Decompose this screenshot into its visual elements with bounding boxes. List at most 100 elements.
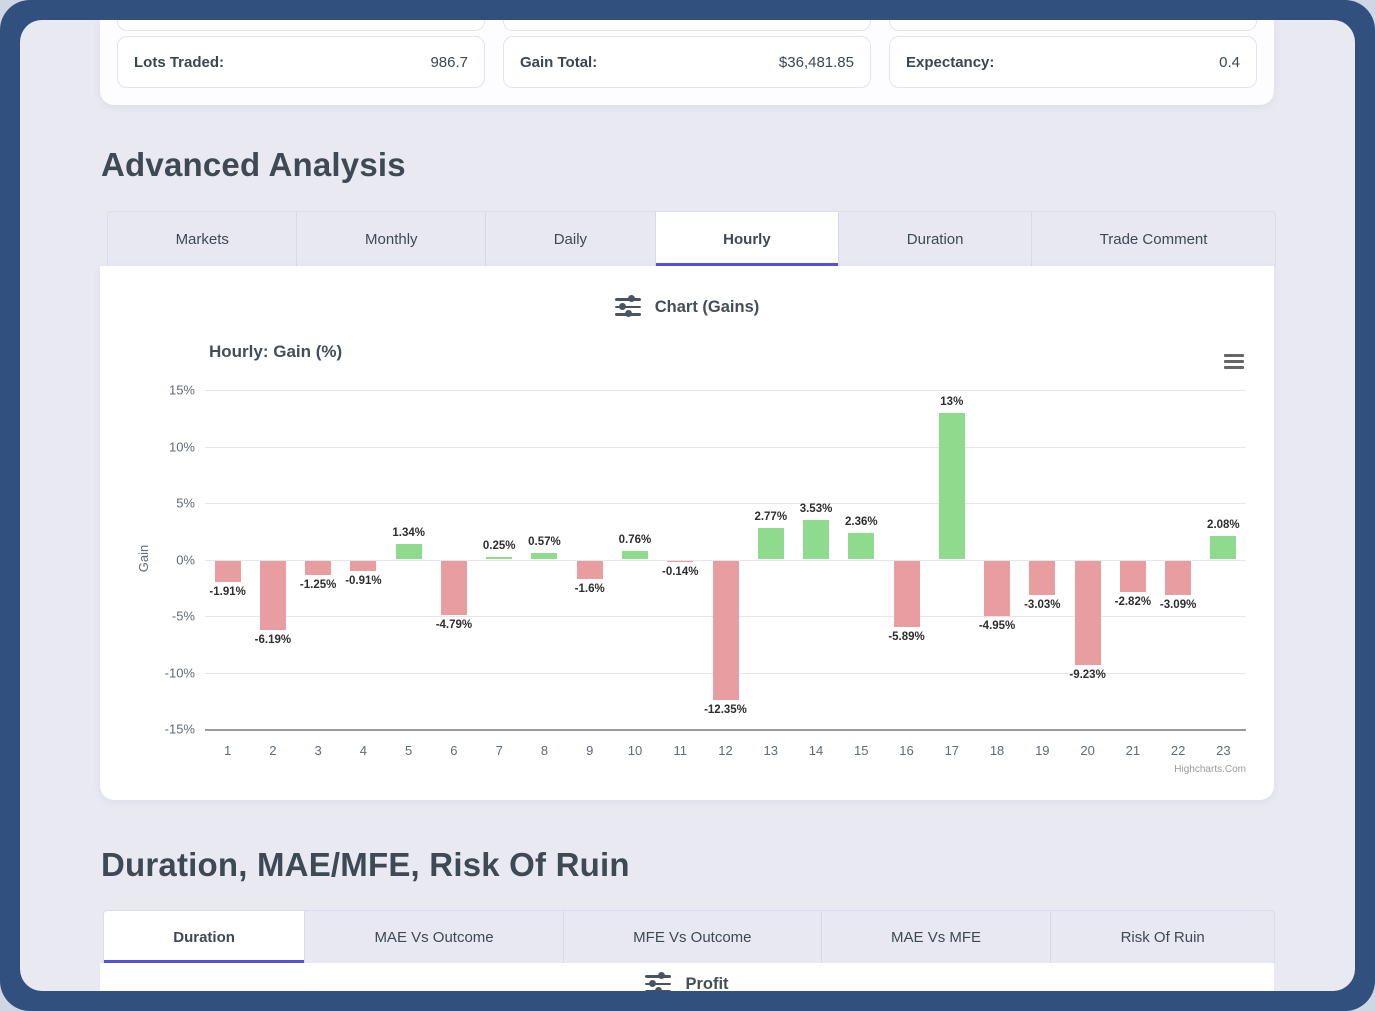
stat-card-label: Expectancy: bbox=[906, 53, 995, 71]
active-tab-underline bbox=[104, 960, 305, 964]
gridline bbox=[205, 503, 1246, 504]
stats-panel: Lots Traded: 986.7 Gain Total: $36,481.85 Ex… bbox=[100, 20, 1274, 105]
x-axis-tick: 13 bbox=[763, 743, 778, 758]
bar-hour-15 bbox=[848, 532, 875, 560]
x-axis-tick: 11 bbox=[673, 743, 687, 758]
x-axis-tick: 8 bbox=[540, 743, 549, 758]
tab-label: MAE Vs Outcome bbox=[374, 929, 494, 946]
bar-hour-18 bbox=[984, 560, 1011, 617]
bar-hour-6 bbox=[440, 560, 467, 615]
bar-value-label: -1.6% bbox=[574, 582, 605, 595]
tab-risk-of-ruin[interactable]: Risk Of Ruin bbox=[1051, 911, 1274, 964]
bar-value-label: -1.91% bbox=[209, 586, 246, 599]
chart-gains-header: Chart (Gains) bbox=[100, 295, 1274, 318]
tab-duration[interactable]: Duration bbox=[104, 911, 306, 964]
page-background: Lots Traded: 986.7 Gain Total: $36,481.85 Ex… bbox=[20, 20, 1355, 991]
bar-value-label: -4.79% bbox=[435, 618, 473, 631]
stat-card: Expectancy: 0.4 bbox=[889, 36, 1257, 88]
bar-value-label: -4.95% bbox=[978, 620, 1016, 633]
bar-hour-16 bbox=[893, 560, 920, 628]
tab-trade-comment[interactable]: Trade Comment bbox=[1032, 212, 1275, 267]
tab-label: Duration bbox=[173, 929, 235, 946]
chart-gains-label: Chart (Gains) bbox=[654, 297, 760, 316]
x-axis-tick: 20 bbox=[1080, 743, 1095, 758]
x-axis-tick: 5 bbox=[405, 743, 413, 758]
y-axis-tick: 15% bbox=[168, 382, 195, 398]
bar-value-label: -2.82% bbox=[1114, 596, 1152, 609]
tab-mae-vs-mfe[interactable]: MAE Vs MFE bbox=[822, 911, 1052, 964]
x-axis-tick: 9 bbox=[586, 743, 594, 758]
tab-label: Markets bbox=[175, 231, 229, 248]
tab-label: Risk Of Ruin bbox=[1120, 929, 1205, 946]
tab-label: Duration bbox=[906, 231, 964, 248]
bar-hour-11 bbox=[667, 560, 694, 563]
bar-hour-10 bbox=[621, 550, 648, 560]
y-axis-tick: -10% bbox=[164, 665, 195, 680]
tab-markets[interactable]: Markets bbox=[108, 212, 298, 267]
bar-hour-23 bbox=[1210, 535, 1237, 560]
x-axis-tick: 18 bbox=[989, 743, 1005, 758]
bar-hour-4 bbox=[350, 560, 377, 571]
bar-hour-22 bbox=[1165, 560, 1192, 596]
advanced-analysis-tabbar: Markets Monthly Daily Hourly Duration Trade C… bbox=[107, 211, 1276, 267]
stat-card-clipped bbox=[117, 20, 485, 31]
duration-section-heading: Duration, MAE/MFE, Risk Of Ruin bbox=[101, 846, 630, 883]
tab-daily[interactable]: Daily bbox=[486, 212, 656, 267]
x-axis-tick: 14 bbox=[808, 743, 824, 758]
bar-hour-7 bbox=[486, 556, 513, 560]
stat-card-clipped bbox=[889, 20, 1257, 31]
stat-card: Lots Traded: 986.7 bbox=[117, 36, 485, 88]
tab-mfe-vs-outcome[interactable]: MFE Vs Outcome bbox=[564, 911, 822, 964]
bar-value-label: 0.25% bbox=[482, 539, 516, 552]
tab-mae-vs-outcome[interactable]: MAE Vs Outcome bbox=[305, 911, 564, 964]
bar-hour-13 bbox=[757, 528, 784, 560]
tab-duration[interactable]: Duration bbox=[839, 212, 1033, 267]
tab-label: Monthly bbox=[365, 231, 418, 248]
gridline bbox=[205, 446, 1246, 448]
bar-value-label: 3.53% bbox=[799, 502, 833, 515]
stat-card-label: Gain Total: bbox=[520, 53, 598, 71]
x-axis-tick: 15 bbox=[854, 743, 869, 758]
tab-monthly[interactable]: Monthly bbox=[297, 212, 487, 267]
highcharts-credit[interactable]: Highcharts.Com bbox=[1174, 764, 1246, 775]
x-axis-tick: 1 bbox=[224, 743, 232, 758]
x-axis-tick: 2 bbox=[269, 743, 277, 758]
bar-value-label: 2.08% bbox=[1207, 518, 1240, 531]
bar-value-label: -12.35% bbox=[704, 704, 747, 717]
gridline bbox=[205, 559, 1246, 561]
bar-hour-19 bbox=[1029, 560, 1056, 595]
active-tab-underline bbox=[655, 263, 839, 267]
bar-value-label: -6.19% bbox=[254, 634, 292, 647]
bar-hour-2 bbox=[259, 560, 286, 631]
bar-hour-17 bbox=[938, 412, 965, 560]
chart-panel: Chart (Gains) Hourly: Gain (%) Gain 15% 1… bbox=[100, 266, 1274, 800]
x-axis-tick: 3 bbox=[314, 743, 322, 758]
profit-header: Profit bbox=[100, 972, 1274, 992]
profit-label: Profit bbox=[685, 974, 729, 992]
y-axis-tick: -5% bbox=[171, 608, 195, 624]
y-axis-tick: -15% bbox=[164, 721, 195, 737]
x-axis-tick: 16 bbox=[899, 743, 914, 758]
sliders-icon[interactable] bbox=[645, 972, 672, 991]
x-axis-tick: 23 bbox=[1216, 743, 1231, 758]
y-axis-tick: 5% bbox=[176, 495, 195, 511]
bar-hour-20 bbox=[1074, 560, 1101, 665]
bar-value-label: 1.34% bbox=[392, 527, 425, 540]
x-axis-line bbox=[205, 729, 1246, 731]
x-axis-tick: 22 bbox=[1170, 743, 1186, 758]
bar-value-label: -0.14% bbox=[662, 566, 699, 579]
stat-cards-row: Lots Traded: 986.7 Gain Total: $36,481.85 Ex… bbox=[100, 36, 1274, 88]
advanced-analysis-heading: Advanced Analysis bbox=[101, 146, 406, 183]
stat-card: Gain Total: $36,481.85 bbox=[503, 36, 871, 88]
tab-hourly[interactable]: Hourly bbox=[655, 212, 840, 267]
sliders-icon[interactable] bbox=[614, 295, 641, 318]
x-axis-tick: 12 bbox=[718, 743, 733, 758]
bar-value-label: 0.57% bbox=[528, 536, 561, 549]
bar-hour-14 bbox=[803, 519, 830, 560]
stat-cards-cut-row bbox=[100, 20, 1274, 31]
hamburger-menu-icon[interactable] bbox=[1224, 354, 1244, 369]
y-axis-tick: 0% bbox=[176, 552, 195, 567]
tab-label: MAE Vs MFE bbox=[891, 929, 982, 946]
bar-hour-3 bbox=[305, 560, 332, 575]
